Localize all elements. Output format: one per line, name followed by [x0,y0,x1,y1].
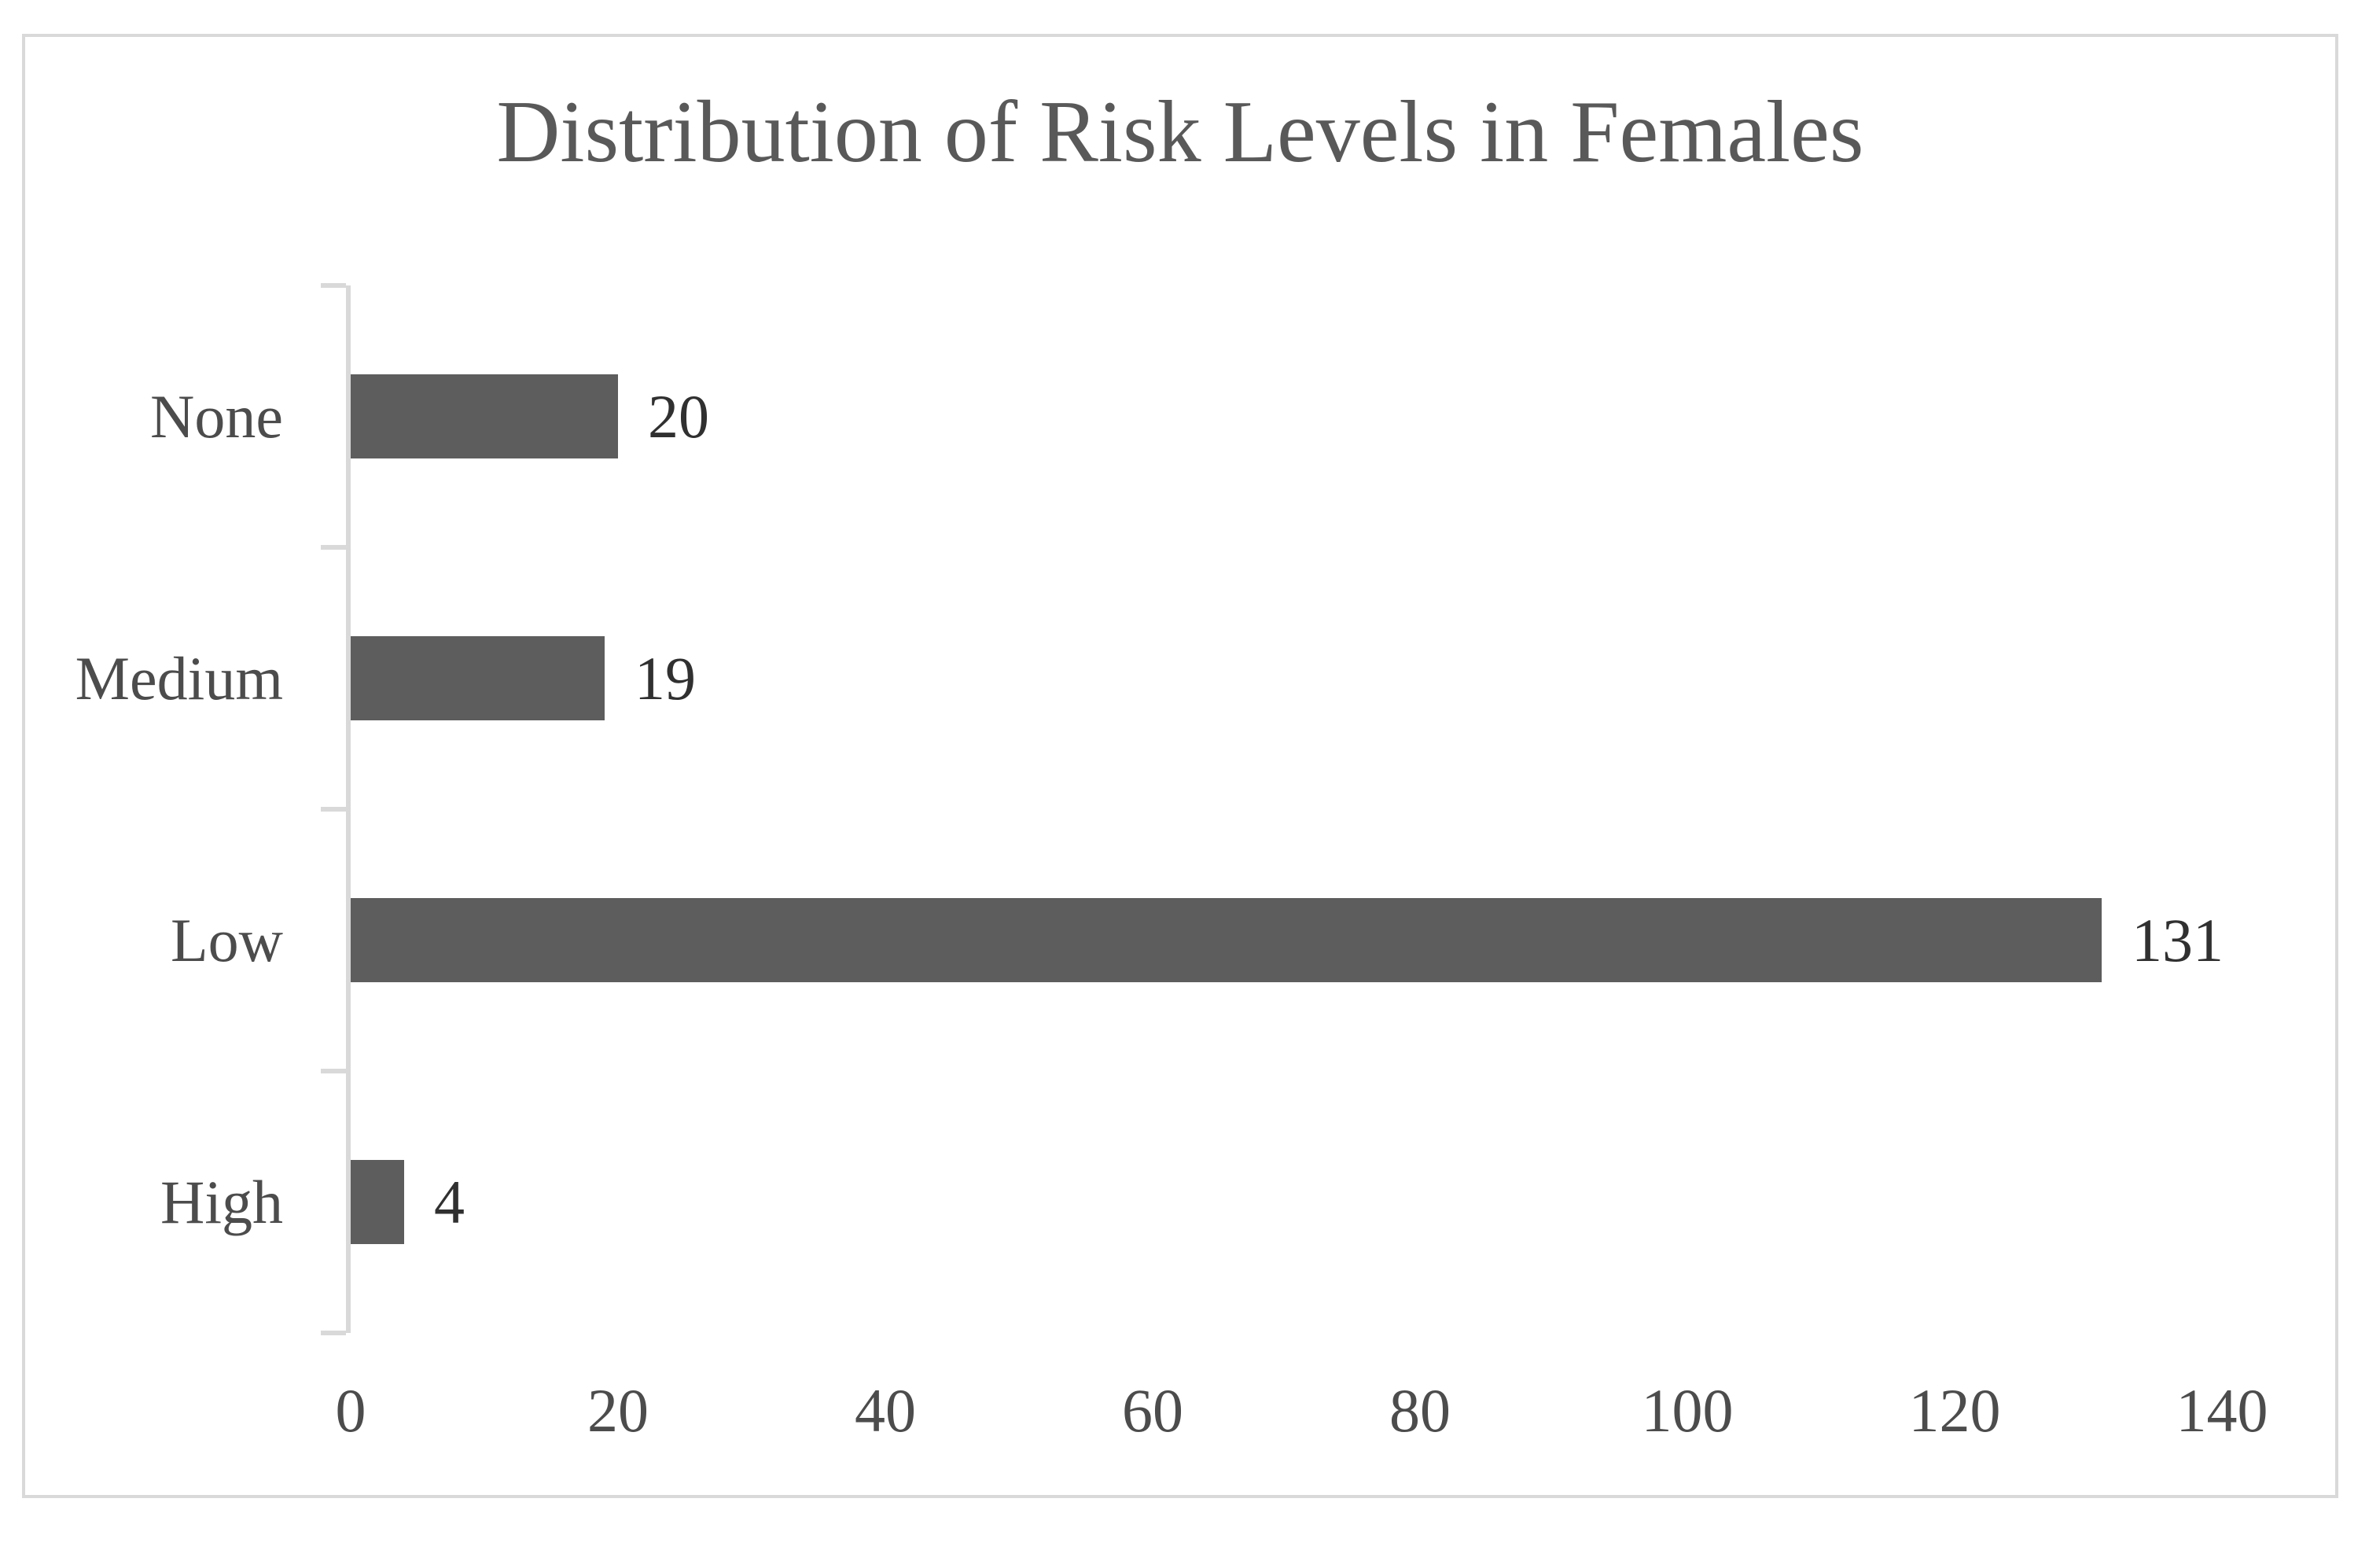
category-label: Medium [75,643,283,712]
value-label: 20 [648,381,709,451]
bar [351,374,618,458]
y-axis-tick [321,283,346,288]
y-axis-line [346,285,351,1333]
bar [351,1160,404,1244]
category-label: None [150,381,283,451]
x-axis-tick-label: 60 [1122,1376,1183,1445]
value-label: 19 [635,643,696,712]
value-label: 4 [434,1167,465,1236]
x-axis-tick-label: 140 [2176,1376,2268,1445]
chart-border [22,34,2338,1498]
y-axis-tick [321,1331,346,1335]
x-axis-tick-label: 120 [1908,1376,2001,1445]
category-label: High [160,1167,283,1236]
y-axis-tick [321,807,346,812]
bar [351,636,605,720]
x-axis-tick-label: 20 [587,1376,649,1445]
chart-title: Distribution of Risk Levels in Females [496,83,1864,181]
value-label: 131 [2132,905,2224,974]
x-axis-tick-label: 100 [1641,1376,1734,1445]
y-axis-tick [321,545,346,550]
x-axis-tick-label: 0 [335,1376,366,1445]
category-label: Low [171,905,283,974]
x-axis-tick-label: 80 [1389,1376,1451,1445]
y-axis-tick [321,1069,346,1073]
x-axis-tick-label: 40 [855,1376,916,1445]
bar [351,898,2102,982]
